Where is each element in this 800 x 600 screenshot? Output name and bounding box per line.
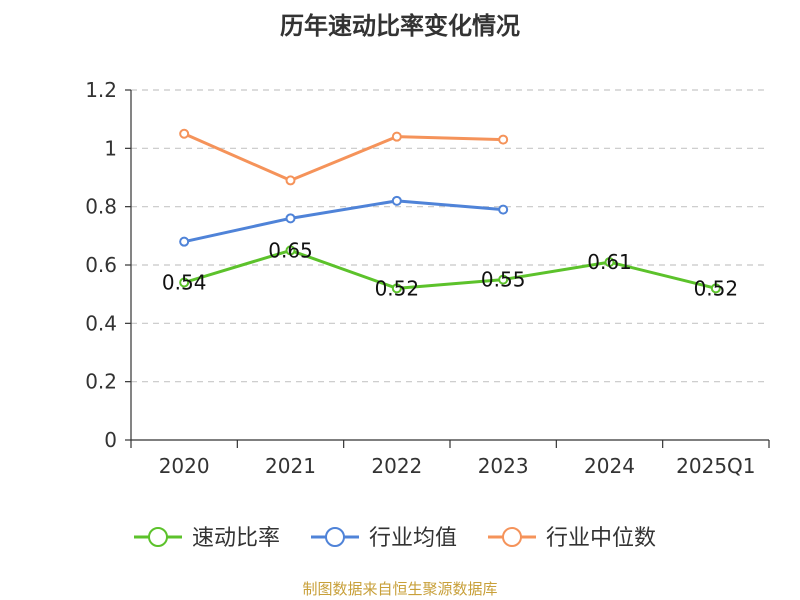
data-point [391,283,402,294]
source-note: 制图数据来自恒生聚源数据库 [302,580,498,598]
data-label: 0.55 [481,268,526,292]
data-point [285,213,296,224]
y-tick-label: 0 [104,428,117,452]
y-tick-label: 0.2 [85,370,117,394]
legend-label: 行业中位数 [546,526,656,551]
data-point [391,131,402,142]
legend-marker [148,527,168,547]
series-line [183,132,504,182]
x-tick-label: 2025Q1 [676,454,755,478]
data-point [498,134,509,145]
legend-label: 速动比率 [192,526,280,551]
x-tick-label: 2021 [265,454,316,478]
x-tick-label: 2024 [584,454,635,478]
grid-lines [131,89,769,383]
axes: 0 0.2 0.4 0.6 0.8 1 1.2 2020 2021 2022 2023 2024 202… [85,78,770,478]
x-tick-label: 2023 [478,454,529,478]
y-tick-label: 1.2 [85,78,117,102]
data-point [179,277,190,288]
data-label: 0.52 [375,276,420,300]
data-point [498,274,509,285]
series-lines [179,128,721,294]
data-label: 0.65 [268,238,313,262]
series-line [183,248,717,290]
data-point [498,204,509,215]
y-tick-label: 1 [104,136,117,160]
legend-marker [325,527,345,547]
data-label: 0.54 [162,271,207,295]
data-point [285,245,296,256]
x-tick-label: 2022 [371,454,422,478]
data-point [285,175,296,186]
data-labels: 0.54 0.65 0.52 0.55 0.61 0.52 [162,238,738,300]
y-tick-label: 0.4 [85,311,117,335]
data-point [604,257,615,268]
data-point [391,195,402,206]
legend: 速动比率 行业均值 行业中位数 [134,526,656,551]
y-tick-label: 0.6 [85,253,117,277]
data-point [179,128,190,139]
data-label: 0.61 [587,250,632,274]
chart-title: 历年速动比率变化情况 [280,12,520,40]
data-point [710,283,721,294]
data-label: 0.52 [694,276,739,300]
x-tick-label: 2020 [159,454,210,478]
legend-marker [502,527,522,547]
series-line [183,199,504,244]
y-tick-label: 0.8 [85,195,117,219]
legend-label: 行业均值 [369,526,457,551]
data-point [179,236,190,247]
